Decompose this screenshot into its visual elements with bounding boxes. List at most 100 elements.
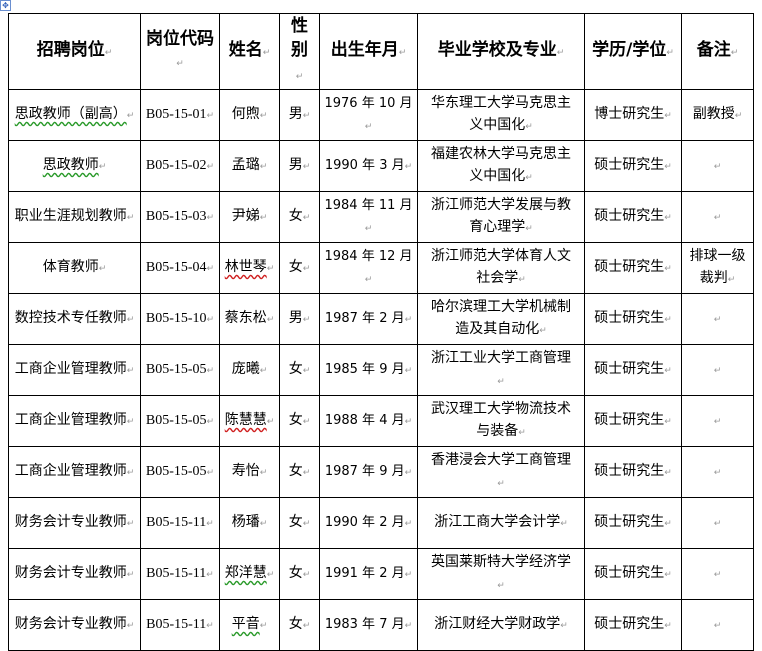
code-text: B05-15-11 (146, 566, 207, 581)
cell-degree: 硕士研究生 (584, 599, 682, 651)
cell-position: 思政教师 (8, 140, 141, 192)
header-position: 招聘岗位 (8, 13, 141, 90)
cell-birth: 1990 年 3 月 (319, 140, 418, 192)
cell-name: 庞曦 (219, 344, 280, 396)
name-text: 庞曦 (231, 361, 260, 377)
cell-note (681, 293, 754, 345)
degree-text: 硕士研究生 (594, 463, 665, 479)
name-text: 平音 (231, 616, 260, 632)
table-row: 职业生涯规划教师 B05-15-03 尹娣 女 1984 年 11 月 浙江师范大学发展与… (8, 191, 754, 243)
cell-birth: 1990 年 2 月 (319, 497, 418, 549)
cell-position: 工商企业管理教师 (8, 395, 141, 447)
cell-school: 福建农林大学马克思主义中国化 (417, 140, 585, 192)
cell-school: 浙江师范大学发展与教育心理学 (417, 191, 585, 243)
cell-degree: 硕士研究生 (584, 497, 682, 549)
header-birth: 出生年月 (319, 13, 418, 90)
code-text: B05-15-03 (145, 209, 207, 224)
cell-birth: 1988 年 4 月 (319, 395, 418, 447)
cell-note: 副教授 (681, 89, 754, 141)
note-text: 副教授 (692, 106, 735, 122)
school-text: 香港浸会大学工商管理 (431, 452, 571, 468)
table-row: 工商企业管理教师 B05-15-05 寿怡 女 1987 年 9 月 香港浸会大学工商管理… (8, 446, 754, 498)
cell-position: 工商企业管理教师 (8, 344, 141, 396)
gender-text: 女 (288, 208, 303, 224)
table-move-handle-icon[interactable]: ✥ (0, 0, 11, 11)
header-row: 招聘岗位 岗位代码 姓名 性别 出生年月 毕业学校及专业 学历/学位 备注 (8, 13, 754, 90)
birth-text: 1990 年 2 月 (324, 514, 405, 530)
cell-code: B05-15-04 (140, 242, 220, 294)
cell-code: B05-15-11 (140, 548, 220, 600)
position-text: 思政教师 (42, 157, 99, 173)
position-text: 工商企业管理教师 (14, 463, 127, 479)
cell-name: 尹娣 (219, 191, 280, 243)
cell-gender: 女 (279, 191, 320, 243)
gender-text: 女 (288, 259, 303, 275)
birth-text: 1984 年 12 月 (324, 248, 413, 264)
table-row: 思政教师 B05-15-02 孟璐 男 1990 年 3 月 福建农林大学马克思主义中国化… (8, 140, 754, 192)
cell-school: 华东理工大学马克思主义中国化 (417, 89, 585, 141)
degree-text: 硕士研究生 (594, 412, 665, 428)
school-text: 福建农林大学马克思主义中国化 (431, 146, 571, 184)
gender-text: 女 (288, 565, 303, 581)
code-text: B05-15-04 (145, 260, 207, 275)
birth-text: 1976 年 10 月 (324, 95, 413, 111)
cell-gender: 女 (279, 599, 320, 651)
cell-code: B05-15-05 (140, 446, 220, 498)
name-text: 林世琴 (224, 259, 267, 275)
cell-degree: 硕士研究生 (584, 548, 682, 600)
cell-code: B05-15-02 (140, 140, 220, 192)
name-text: 蔡东松 (224, 310, 267, 326)
cell-gender: 男 (279, 140, 320, 192)
degree-text: 硕士研究生 (594, 310, 665, 326)
code-text: B05-15-05 (145, 464, 207, 479)
cell-degree: 硕士研究生 (584, 395, 682, 447)
name-text: 孟璐 (231, 157, 260, 173)
cell-code: B05-15-03 (140, 191, 220, 243)
code-text: B05-15-05 (145, 413, 207, 428)
degree-text: 硕士研究生 (594, 361, 665, 377)
birth-text: 1983 年 7 月 (324, 616, 405, 632)
cell-degree: 硕士研究生 (584, 140, 682, 192)
gender-text: 男 (288, 106, 303, 122)
cell-school: 英国莱斯特大学经济学 (417, 548, 585, 600)
position-text: 财务会计专业教师 (14, 616, 127, 632)
cell-school: 浙江财经大学财政学 (417, 599, 585, 651)
position-text: 思政教师（副高） (14, 106, 127, 122)
birth-text: 1988 年 4 月 (324, 412, 405, 428)
cell-degree: 硕士研究生 (584, 344, 682, 396)
cell-name: 林世琴 (219, 242, 280, 294)
cell-note (681, 191, 754, 243)
cell-gender: 女 (279, 548, 320, 600)
cell-school: 浙江工商大学会计学 (417, 497, 585, 549)
position-text: 财务会计专业教师 (14, 565, 127, 581)
code-text: B05-15-11 (146, 515, 207, 530)
code-text: B05-15-02 (145, 158, 207, 173)
position-text: 体育教师 (42, 259, 99, 275)
cell-gender: 男 (279, 293, 320, 345)
cell-name: 何煦 (219, 89, 280, 141)
cell-note (681, 548, 754, 600)
cell-gender: 女 (279, 395, 320, 447)
cell-school: 浙江师范大学体育人文社会学 (417, 242, 585, 294)
birth-text: 1984 年 11 月 (324, 197, 413, 213)
birth-text: 1987 年 9 月 (324, 463, 405, 479)
cell-gender: 女 (279, 344, 320, 396)
cell-birth: 1983 年 7 月 (319, 599, 418, 651)
cell-position: 财务会计专业教师 (8, 548, 141, 600)
table-row: 数控技术专任教师 B05-15-10 蔡东松 男 1987 年 2 月 哈尔滨理工大学机械… (8, 293, 754, 345)
cell-school: 香港浸会大学工商管理 (417, 446, 585, 498)
cell-code: B05-15-01 (140, 89, 220, 141)
code-text: B05-15-10 (145, 311, 207, 326)
name-text: 杨璠 (231, 514, 260, 530)
table-row: 财务会计专业教师 B05-15-11 杨璠 女 1990 年 2 月 浙江工商大学会计学 硕… (8, 497, 754, 549)
school-text: 浙江工商大学会计学 (434, 514, 561, 530)
cell-birth: 1976 年 10 月 (319, 89, 418, 141)
gender-text: 男 (288, 157, 303, 173)
cell-note: 排球一级裁判 (681, 242, 754, 294)
cell-code: B05-15-11 (140, 599, 220, 651)
school-text: 哈尔滨理工大学机械制造及其自动化 (431, 299, 571, 337)
cell-code: B05-15-05 (140, 395, 220, 447)
cell-birth: 1987 年 2 月 (319, 293, 418, 345)
degree-text: 博士研究生 (594, 106, 665, 122)
cell-note (681, 599, 754, 651)
